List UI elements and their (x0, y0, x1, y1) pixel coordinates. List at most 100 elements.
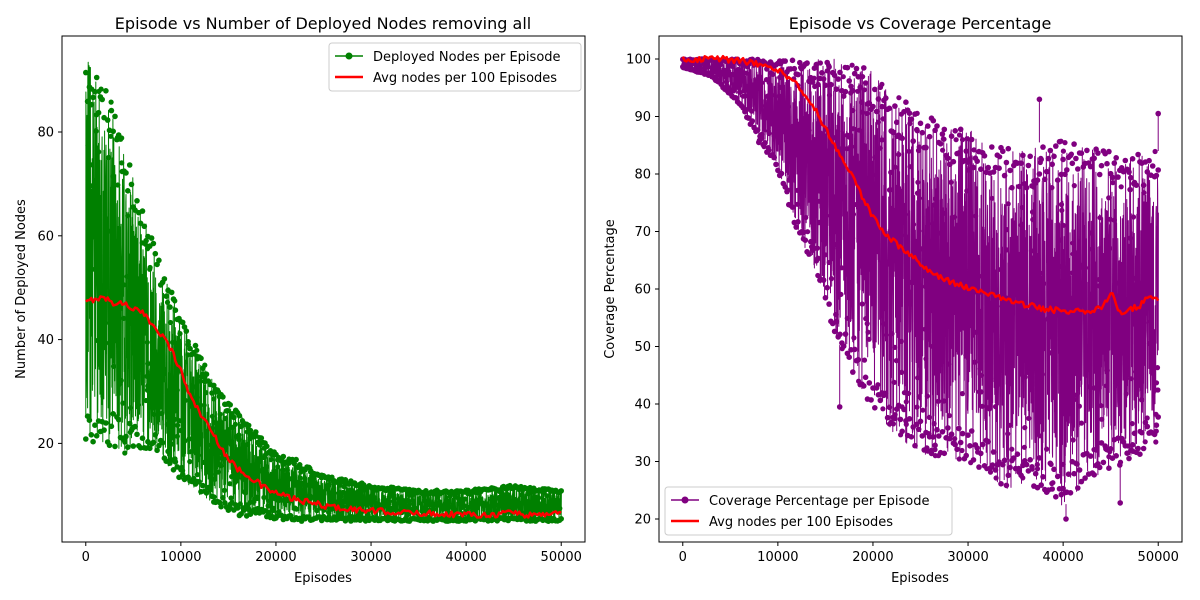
data-point (307, 493, 313, 499)
data-point (908, 434, 915, 440)
data-point (890, 421, 897, 427)
data-point (432, 491, 438, 497)
data-point (931, 421, 937, 427)
data-point (715, 78, 721, 85)
data-point (914, 110, 920, 116)
data-point (745, 83, 751, 89)
data-point (968, 428, 975, 434)
data-point (1049, 480, 1055, 487)
data-point (997, 154, 1003, 160)
data-point (1091, 447, 1097, 453)
data-point (908, 116, 915, 122)
data-point (996, 165, 1002, 171)
chart-coverage-percentage: Episode vs Coverage Percentage 0 10000 200… (603, 14, 1183, 586)
data-point (191, 384, 197, 390)
data-point (419, 508, 425, 514)
x-tick-label: 0 (82, 550, 90, 565)
data-point (1115, 174, 1121, 180)
data-point (844, 146, 850, 152)
data-point (1144, 423, 1151, 430)
data-point (794, 187, 801, 193)
data-point (457, 501, 463, 507)
data-point (1065, 471, 1072, 478)
data-point (1040, 144, 1046, 150)
data-point (124, 273, 130, 280)
data-point (1020, 475, 1026, 481)
data-point (447, 493, 453, 499)
data-point (1047, 147, 1054, 154)
data-point (697, 66, 704, 72)
data-point (1125, 443, 1131, 449)
data-point (861, 383, 867, 389)
data-point (1149, 163, 1156, 169)
data-point (1155, 167, 1161, 173)
data-point (902, 211, 908, 218)
data-point (973, 213, 979, 219)
data-point (190, 421, 196, 427)
data-point (1073, 392, 1079, 398)
data-point (145, 383, 151, 389)
data-point (886, 259, 892, 265)
data-point (940, 147, 946, 153)
data-point (1088, 230, 1094, 236)
data-point (159, 410, 165, 417)
data-point (889, 331, 895, 337)
data-point (264, 464, 270, 470)
data-point (487, 504, 493, 510)
data-point (1092, 334, 1098, 340)
data-point (512, 483, 518, 489)
data-point (1027, 457, 1033, 463)
data-point (231, 414, 237, 421)
data-point (147, 445, 153, 452)
data-point (253, 461, 259, 467)
data-point (848, 90, 854, 96)
data-point (261, 445, 267, 451)
data-point (961, 239, 967, 245)
data-point (826, 259, 832, 266)
data-point (907, 164, 913, 170)
data-point (798, 64, 804, 71)
data-point (103, 420, 109, 426)
y-tick-label: 70 (634, 225, 651, 240)
data-point (919, 129, 926, 136)
data-point (1071, 470, 1077, 477)
data-point (1025, 162, 1032, 169)
data-point (1140, 445, 1147, 452)
data-point (861, 65, 867, 71)
data-point (948, 133, 955, 139)
data-point (139, 240, 145, 246)
data-point (922, 326, 928, 332)
data-point (467, 504, 473, 510)
data-point (228, 442, 234, 448)
data-point (1143, 210, 1149, 216)
data-point (884, 414, 891, 421)
data-point (1115, 340, 1122, 346)
data-point (110, 411, 116, 417)
data-point (139, 435, 146, 442)
data-point (777, 74, 783, 81)
data-point (376, 501, 382, 508)
data-point (1113, 365, 1119, 371)
data-point (935, 398, 941, 404)
data-point (906, 416, 913, 422)
data-point (975, 449, 981, 455)
data-point (849, 62, 855, 68)
data-point (1059, 207, 1065, 213)
legend-label: Avg nodes per 100 Episodes (709, 515, 893, 530)
data-point (1001, 457, 1008, 464)
data-point (873, 172, 879, 178)
data-point (1142, 279, 1148, 285)
data-point (227, 481, 233, 487)
data-point (1018, 222, 1024, 228)
data-point (1018, 160, 1024, 166)
data-point (956, 150, 962, 156)
data-point (930, 117, 937, 124)
data-point (899, 135, 905, 142)
data-point (923, 144, 929, 151)
data-point (826, 62, 832, 68)
data-point (931, 202, 937, 208)
data-point (791, 65, 798, 72)
data-point (809, 141, 815, 148)
data-point (1000, 461, 1006, 468)
data-point (403, 504, 409, 510)
